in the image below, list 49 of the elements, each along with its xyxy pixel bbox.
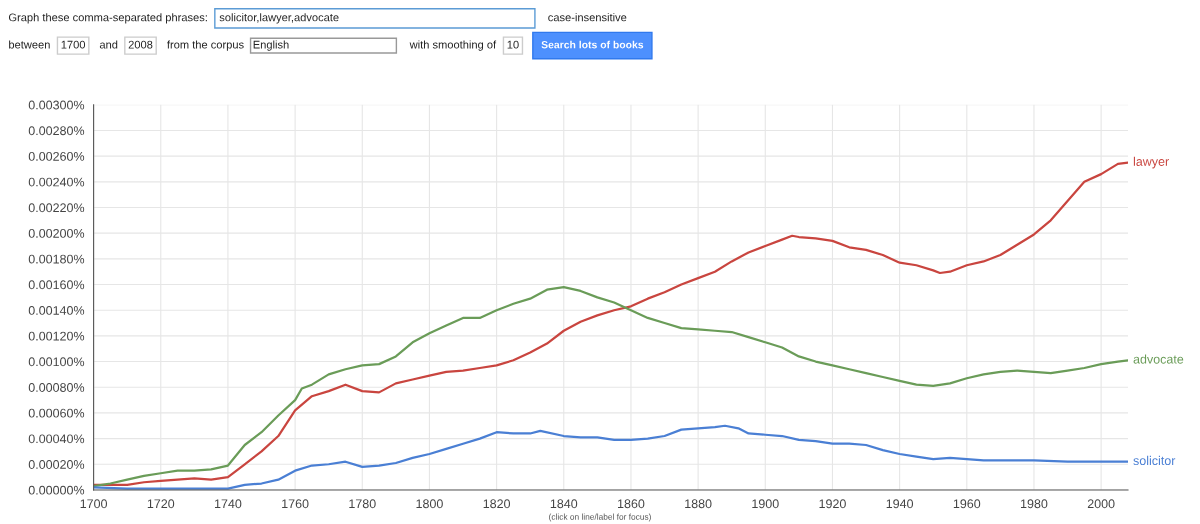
y-tick-label: 0.00060% (28, 408, 85, 418)
series-label: advocate (1133, 354, 1184, 364)
series-label: lawyer (1133, 156, 1169, 169)
x-tick-label: 1880 (685, 499, 712, 509)
y-tick-label: 0.00200% (28, 228, 85, 238)
text: Search lots of books (541, 40, 644, 49)
x-tick-label: 1720 (147, 499, 175, 509)
y-tick-label: 0.00080% (28, 383, 85, 392)
y-tick-label: 0.00220% (28, 203, 85, 213)
text: with smoothing of (409, 40, 497, 51)
y-tick-label: 0.00300% (28, 100, 85, 110)
y-tick-label: 0.00280% (28, 126, 85, 136)
y-tick-label: 0.00120% (28, 331, 85, 341)
text: solicitor,lawyer,advocate (219, 13, 339, 24)
text: between (9, 40, 50, 49)
x-tick-label: 1860 (618, 499, 645, 509)
series-label: solicitor (1133, 455, 1176, 466)
y-tick-label: 0.00100% (28, 357, 85, 367)
text: 1700 (61, 40, 86, 49)
y-tick-label: 0.00240% (28, 177, 85, 187)
text: English (253, 40, 289, 51)
line-series (93, 161, 1128, 486)
text: (click on line/label for focus) (549, 513, 651, 522)
x-tick-label: 1740 (214, 499, 242, 509)
y-tick-label: 0.00180% (28, 254, 85, 264)
x-tick-label: 1800 (416, 499, 443, 509)
text: 2008 (128, 40, 153, 49)
x-tick-label: 1900 (752, 499, 779, 509)
text: Graph these comma-separated phrases: (8, 13, 207, 24)
x-tick-label: 1820 (483, 499, 511, 509)
y-tick-label: 0.00160% (28, 280, 85, 290)
text: and (99, 40, 118, 49)
x-tick-label: 1840 (550, 499, 578, 509)
text: from the corpus (167, 40, 244, 51)
text: case-insensitive (548, 13, 627, 22)
y-tick-label: 0.00260% (28, 151, 85, 161)
y-tick-label: 0.00000% (28, 485, 85, 495)
y-tick-label: 0.00020% (28, 460, 85, 469)
x-tick-label: 1700 (80, 499, 108, 509)
x-tick-label: 1980 (1021, 499, 1048, 509)
x-tick-label: 1920 (819, 499, 846, 509)
x-tick-label: 1960 (953, 499, 981, 509)
x-tick-label: 1940 (886, 499, 914, 509)
text: 10 (507, 40, 519, 49)
x-tick-label: 1780 (349, 499, 376, 509)
x-tick-label: 2000 (1087, 499, 1115, 509)
x-tick-label: 1760 (282, 499, 309, 509)
y-tick-label: 0.00040% (28, 434, 85, 444)
y-tick-label: 0.00140% (28, 306, 85, 315)
